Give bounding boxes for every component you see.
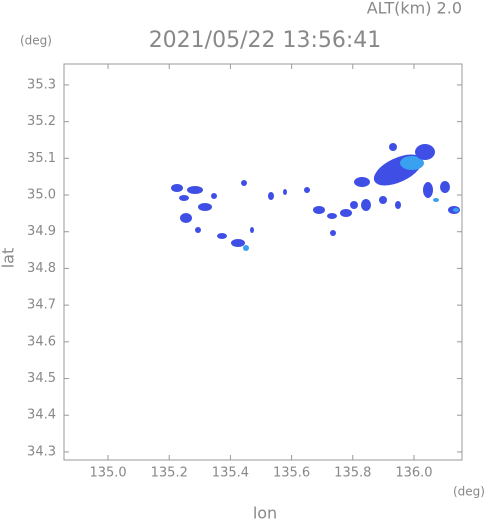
y-tick-label: 34.9 — [27, 224, 56, 239]
y-tick-label: 35.0 — [27, 188, 56, 203]
y-tick-label: 34.5 — [27, 371, 56, 386]
plot-frame — [63, 63, 463, 461]
y-tick-label: 35.2 — [27, 114, 56, 129]
y-tick-label: 35.3 — [27, 77, 56, 92]
altitude-label: ALT(km) 2.0 — [367, 0, 462, 18]
x-tick-label: 135.0 — [89, 466, 126, 481]
x-tick-label: 135.8 — [334, 466, 371, 481]
y-axis-label: lat — [0, 248, 18, 269]
radar-echoes — [171, 143, 460, 251]
y-tick-label: 34.6 — [27, 334, 56, 349]
x-tick-label: 135.4 — [212, 466, 249, 481]
y-unit: (deg) — [20, 34, 52, 48]
x-unit: (deg) — [453, 485, 485, 499]
y-tick-label: 34.3 — [27, 444, 56, 459]
x-tick-label: 135.6 — [273, 466, 310, 481]
y-tick-label: 34.4 — [27, 408, 56, 423]
y-tick-label: 34.7 — [27, 298, 56, 313]
y-tick-label: 35.1 — [27, 151, 56, 166]
x-axis-label: lon — [253, 504, 277, 521]
x-tick-label: 136.0 — [395, 466, 432, 481]
x-tick-label: 135.2 — [151, 466, 188, 481]
chart-title: 2021/05/22 13:56:41 — [149, 28, 382, 53]
y-tick-label: 34.8 — [27, 261, 56, 276]
